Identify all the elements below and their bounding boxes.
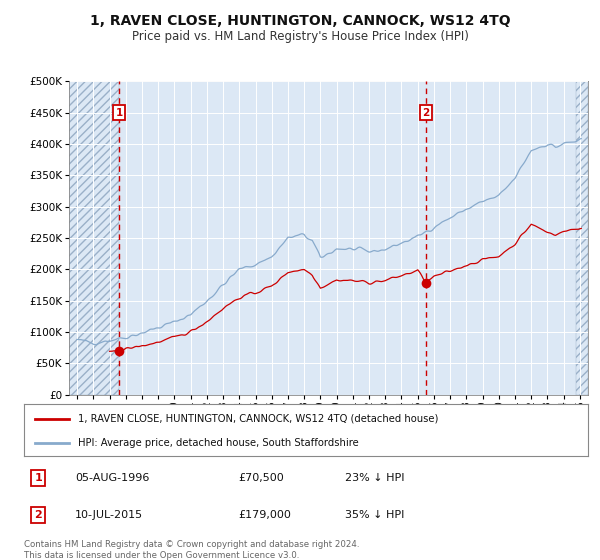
Text: £70,500: £70,500 (238, 473, 284, 483)
Text: Price paid vs. HM Land Registry's House Price Index (HPI): Price paid vs. HM Land Registry's House … (131, 30, 469, 44)
Text: 2: 2 (422, 108, 430, 118)
Text: 10-JUL-2015: 10-JUL-2015 (75, 510, 143, 520)
Text: 1, RAVEN CLOSE, HUNTINGTON, CANNOCK, WS12 4TQ: 1, RAVEN CLOSE, HUNTINGTON, CANNOCK, WS1… (89, 14, 511, 28)
Text: Contains HM Land Registry data © Crown copyright and database right 2024.
This d: Contains HM Land Registry data © Crown c… (24, 539, 359, 560)
Text: 05-AUG-1996: 05-AUG-1996 (75, 473, 149, 483)
Text: HPI: Average price, detached house, South Staffordshire: HPI: Average price, detached house, Sout… (77, 438, 358, 449)
Text: 1: 1 (34, 473, 42, 483)
Text: 35% ↓ HPI: 35% ↓ HPI (346, 510, 405, 520)
Text: 2: 2 (34, 510, 42, 520)
Text: 1, RAVEN CLOSE, HUNTINGTON, CANNOCK, WS12 4TQ (detached house): 1, RAVEN CLOSE, HUNTINGTON, CANNOCK, WS1… (77, 414, 438, 424)
Text: 1: 1 (115, 108, 122, 118)
Text: 23% ↓ HPI: 23% ↓ HPI (346, 473, 405, 483)
Text: £179,000: £179,000 (238, 510, 291, 520)
